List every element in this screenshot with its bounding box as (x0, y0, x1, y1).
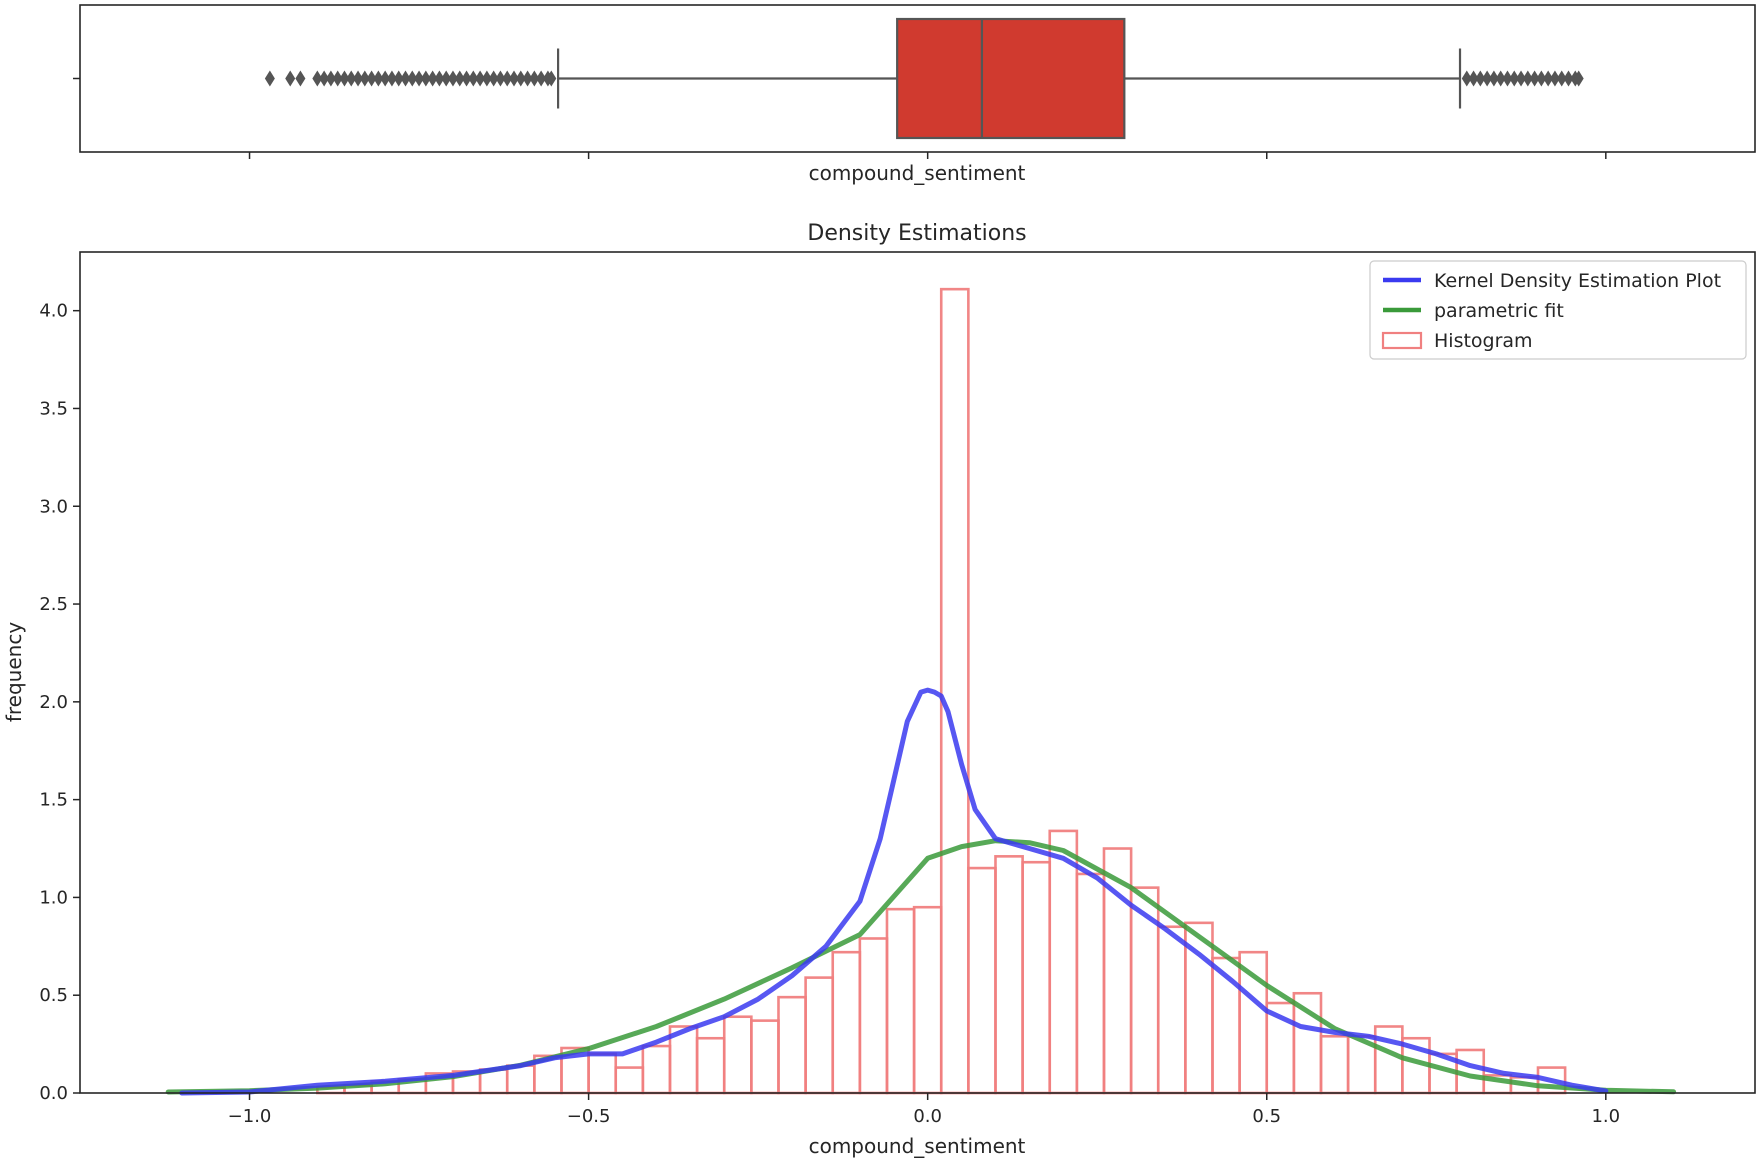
box-plot-panel: compound_sentiment (73, 4, 1756, 185)
box-outlier-point (353, 70, 364, 87)
box-outlier-point (380, 70, 391, 87)
y-tick-label: 2.0 (39, 692, 68, 713)
legend-histogram-label: Histogram (1434, 330, 1533, 352)
box-outlier-point (420, 70, 431, 87)
box-outlier-point (386, 70, 397, 87)
y-tick-label: 3.5 (39, 398, 68, 419)
box-outlier-point (319, 70, 330, 87)
box-outlier-point (1522, 70, 1533, 87)
density-plot-axes-frame (80, 252, 1755, 1093)
density-plot-x-axis-label: compound_sentiment (809, 1134, 1026, 1158)
box-outlier-point (1516, 70, 1527, 87)
box-outlier-point (339, 70, 350, 87)
box-outlier-point (434, 70, 445, 87)
box-outlier-point (295, 70, 306, 87)
box-outlier-point (1509, 70, 1520, 87)
box-outlier-point (475, 70, 486, 87)
box-outlier-point (312, 70, 323, 87)
density-plot-y-axis-label: frequency (2, 622, 26, 722)
box-outlier-point (495, 70, 506, 87)
box-outlier-point (332, 70, 343, 87)
box-outlier-point (1488, 70, 1499, 87)
density-plot-title: Density Estimations (807, 221, 1026, 246)
box-outlier-point (366, 70, 377, 87)
legend-histogram-swatch (1381, 331, 1423, 350)
box-outlier-point (346, 70, 357, 87)
box-outlier-point (546, 70, 557, 87)
y-tick-label: 2.5 (39, 594, 68, 615)
box-outlier-point (461, 70, 472, 87)
box-outlier-point (1549, 70, 1560, 87)
x-tick-label: 1.0 (1591, 1106, 1620, 1127)
box-outlier-point (454, 70, 465, 87)
box-outlier-point (522, 70, 533, 87)
box-outlier-point (414, 70, 425, 87)
y-tick-label: 4.0 (39, 301, 68, 322)
box-outlier-point (1556, 70, 1567, 87)
box-outlier-point (373, 70, 384, 87)
box-outlier-point (325, 70, 336, 87)
box-outlier-point (536, 70, 547, 87)
box-outlier-point (529, 70, 540, 87)
legend-frame (1369, 260, 1747, 360)
box-outlier-point (481, 70, 492, 87)
box-outlier-point (264, 70, 275, 87)
box-outlier-point (1468, 70, 1479, 87)
box-outlier-point (509, 70, 520, 87)
density-plot-axes-border (79, 251, 1756, 1094)
y-tick-label: 3.0 (39, 496, 68, 517)
box-outlier-point (1563, 70, 1574, 87)
box-outlier-point (447, 70, 458, 87)
x-tick-label: 0.5 (1252, 1106, 1281, 1127)
box-outlier-point (1495, 70, 1506, 87)
legend-parametric-fit-label: parametric fit (1434, 300, 1564, 322)
box-outlier-point (1543, 70, 1554, 87)
box-outlier-point (502, 70, 513, 87)
box-outlier-point (515, 70, 526, 87)
legend: Kernel Density Estimation Plot parametri… (1369, 260, 1747, 360)
box-outlier-point (1461, 70, 1472, 87)
box-iqr (896, 17, 1126, 140)
box-outlier-point (427, 70, 438, 87)
density-plot-panel: Density Estimations −1.0 −0.5 0.0 0.5 1.0 0.… (2, 221, 1756, 1158)
x-tick-label: 0.0 (913, 1106, 942, 1127)
y-tick-label: 0.5 (39, 985, 68, 1006)
box-outlier-point (1529, 70, 1540, 87)
kde-curve (179, 687, 1609, 1096)
x-tick-label: −1.0 (228, 1106, 272, 1127)
box-outlier-point (1482, 70, 1493, 87)
box-outlier-point (1502, 70, 1513, 87)
box-outlier-point (393, 70, 404, 87)
box-outlier-point (285, 70, 296, 87)
box-outlier-point (407, 70, 418, 87)
box-outlier-point (359, 70, 370, 87)
box-outlier-point (1573, 70, 1584, 87)
y-tick-label: 1.0 (39, 887, 68, 908)
box-outlier-point (468, 70, 479, 87)
box-outlier-point (1475, 70, 1486, 87)
box-outlier-point (1536, 70, 1547, 87)
box-outlier-point (400, 70, 411, 87)
box-plot-x-axis-label: compound_sentiment (809, 161, 1026, 185)
x-tick-label: −0.5 (567, 1106, 611, 1127)
legend-kde-label: Kernel Density Estimation Plot (1434, 270, 1721, 292)
box-outlier-point (441, 70, 452, 87)
y-tick-label: 0.0 (39, 1083, 68, 1104)
box-outlier-point (488, 70, 499, 87)
y-tick-label: 1.5 (39, 790, 68, 811)
